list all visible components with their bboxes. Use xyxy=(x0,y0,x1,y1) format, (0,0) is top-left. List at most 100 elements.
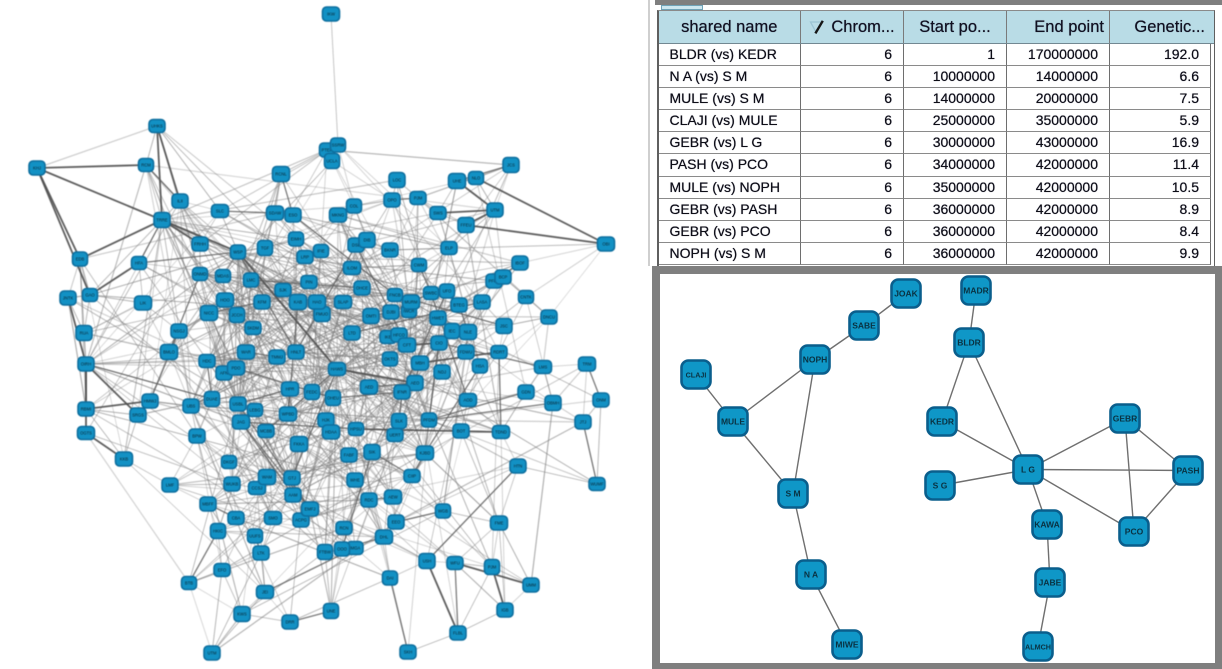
svg-text:HWET: HWET xyxy=(432,316,445,321)
svg-text:CNTK: CNTK xyxy=(520,295,532,300)
svg-text:HAWS: HAWS xyxy=(331,367,344,372)
svg-text:COL: COL xyxy=(350,204,359,209)
svg-text:FDWU: FDWU xyxy=(460,350,473,355)
svg-text:FLBL: FLBL xyxy=(453,631,464,636)
svg-text:ALMCH: ALMCH xyxy=(1025,642,1051,651)
svg-text:OBI: OBI xyxy=(602,242,609,247)
svg-text:WUMF: WUMF xyxy=(590,482,603,487)
svg-text:KWS: KWS xyxy=(237,612,247,617)
svg-text:DNCU: DNCU xyxy=(543,315,555,320)
svg-text:HAO: HAO xyxy=(312,300,322,305)
svg-text:RCM: RCM xyxy=(141,163,151,168)
svg-text:DIB: DIB xyxy=(364,238,371,243)
svg-text:RCNL: RCNL xyxy=(275,172,287,177)
svg-text:LMS: LMS xyxy=(539,365,548,370)
svg-text:SLC: SLC xyxy=(216,209,224,214)
svg-text:WAM: WAM xyxy=(262,475,273,480)
svg-text:FME: FME xyxy=(495,521,504,526)
svg-text:HNLT: HNLT xyxy=(291,350,302,355)
svg-text:LIK: LIK xyxy=(140,301,146,306)
svg-text:USBL: USBL xyxy=(233,402,245,407)
svg-text:JNTK: JNTK xyxy=(63,296,74,301)
svg-text:SIK: SIK xyxy=(369,450,376,455)
svg-text:CFT: CFT xyxy=(403,343,412,348)
svg-text:DKGF: DKGF xyxy=(223,460,235,465)
svg-text:ONMD: ONMD xyxy=(194,272,207,277)
svg-text:JTJ: JTJ xyxy=(580,420,587,425)
svg-text:NICC: NICC xyxy=(204,311,214,316)
svg-text:BCP: BCP xyxy=(499,275,508,280)
svg-text:TGF: TGF xyxy=(261,246,270,251)
svg-text:EDB: EDB xyxy=(76,257,85,262)
svg-text:FRHH: FRHH xyxy=(194,242,206,247)
svg-text:OPO: OPO xyxy=(387,198,397,203)
svg-text:BMLO: BMLO xyxy=(163,350,176,355)
svg-text:PFDM: PFDM xyxy=(423,418,435,423)
svg-text:PCO: PCO xyxy=(1125,526,1144,536)
svg-text:OIRH: OIRH xyxy=(81,362,91,367)
svg-text:AEW: AEW xyxy=(388,495,398,500)
svg-text:BKNR: BKNR xyxy=(384,248,396,253)
svg-text:ILII: ILII xyxy=(177,199,183,204)
svg-text:UUFS: UUFS xyxy=(249,534,261,539)
svg-text:LRP: LRP xyxy=(301,255,309,260)
svg-text:TDND: TDND xyxy=(495,430,507,435)
svg-text:JCS: JCS xyxy=(507,163,515,168)
svg-text:FEDC: FEDC xyxy=(306,390,317,395)
svg-text:IEC: IEC xyxy=(449,329,456,334)
svg-text:HMWJ: HMWJ xyxy=(144,399,157,404)
svg-text:PASH: PASH xyxy=(1177,465,1200,475)
svg-text:CBA: CBA xyxy=(232,516,241,521)
svg-text:ONM: ONM xyxy=(596,398,606,403)
svg-text:IMGA: IMGA xyxy=(350,546,361,551)
svg-text:PIN: PIN xyxy=(306,280,313,285)
svg-text:MULE: MULE xyxy=(721,416,745,426)
svg-text:WGB: WGB xyxy=(438,509,448,514)
svg-text:IBOF: IBOF xyxy=(515,261,525,266)
svg-text:MKNG: MKNG xyxy=(332,213,345,218)
svg-text:USH: USH xyxy=(423,559,432,564)
svg-text:IGB: IGB xyxy=(501,608,508,613)
svg-text:AED: AED xyxy=(365,385,374,390)
svg-text:ELP: ELP xyxy=(445,246,453,251)
svg-text:FKKA: FKKA xyxy=(294,442,305,447)
svg-text:UHE: UHE xyxy=(453,179,462,184)
svg-text:OHEU: OHEU xyxy=(327,396,339,401)
svg-text:KAWA: KAWA xyxy=(1034,519,1060,529)
svg-text:ILOM: ILOM xyxy=(347,266,358,271)
svg-text:MIWE: MIWE xyxy=(835,639,858,649)
svg-text:AFN: AFN xyxy=(220,371,228,376)
svg-text:GAO: GAO xyxy=(85,293,95,298)
svg-text:JSC: JSC xyxy=(500,324,508,329)
svg-text:RCN: RCN xyxy=(339,526,348,531)
svg-text:DAI: DAI xyxy=(387,576,394,581)
svg-text:WSP: WSP xyxy=(233,250,243,255)
svg-text:SABE: SABE xyxy=(852,320,876,330)
svg-text:CLAJI: CLAJI xyxy=(686,370,707,379)
svg-text:LMC: LMC xyxy=(247,278,256,283)
svg-text:BPW: BPW xyxy=(192,434,202,439)
svg-text:RDRT: RDRT xyxy=(493,350,505,355)
svg-text:DUAE: DUAE xyxy=(206,397,218,402)
svg-text:CCSJ: CCSJ xyxy=(252,486,263,491)
svg-text:HSA: HSA xyxy=(476,364,485,369)
svg-text:N A: N A xyxy=(804,569,818,579)
svg-text:IFNR: IFNR xyxy=(397,390,407,395)
svg-text:WAR: WAR xyxy=(241,350,251,355)
svg-text:AOD: AOD xyxy=(463,398,472,403)
svg-text:DHL: DHL xyxy=(380,535,389,540)
svg-text:NSGJ: NSGJ xyxy=(173,329,184,334)
svg-text:SLK: SLK xyxy=(395,419,403,424)
svg-text:TMMJ: TMMJ xyxy=(271,355,283,360)
svg-text:OKTS: OKTS xyxy=(384,357,396,362)
svg-text:AAM: AAM xyxy=(288,493,298,498)
svg-text:FFEU: FFEU xyxy=(461,223,472,228)
svg-text:IKB: IKB xyxy=(385,335,392,340)
svg-text:WPBD: WPBD xyxy=(282,412,295,417)
svg-text:CWM: CWM xyxy=(414,263,425,268)
svg-text:BLDR: BLDR xyxy=(957,337,981,347)
svg-text:OMTI: OMTI xyxy=(366,314,376,319)
svg-text:FNCB: FNCB xyxy=(389,293,401,298)
svg-text:PTEP: PTEP xyxy=(322,148,333,153)
svg-text:UFO: UFO xyxy=(443,289,453,294)
